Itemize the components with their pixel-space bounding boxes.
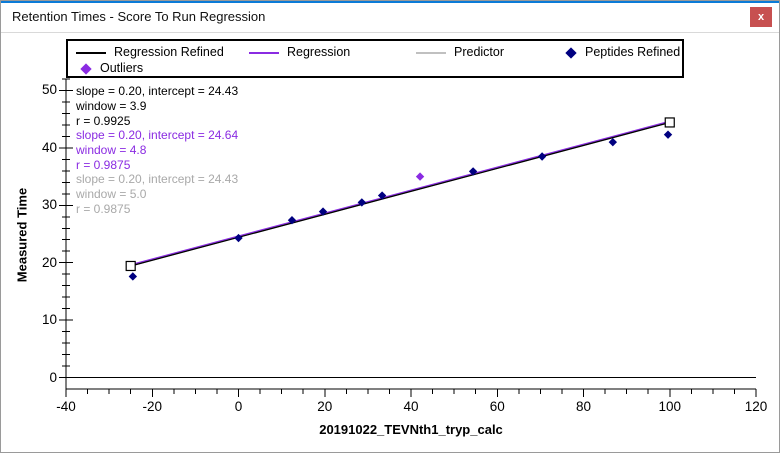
stat-line: slope = 0.20, intercept = 24.64 bbox=[76, 128, 239, 142]
stat-line: window = 3.9 bbox=[76, 99, 147, 113]
chart-canvas[interactable] bbox=[1, 33, 780, 453]
outliers-diamond-icon bbox=[80, 62, 92, 75]
title-bar[interactable]: Retention Times - Score To Run Regressio… bbox=[1, 3, 779, 33]
regression-refined-stats: slope = 0.20, intercept = 24.43 window =… bbox=[76, 84, 238, 129]
legend-item-regression-refined: Regression Refined bbox=[76, 45, 224, 60]
predictor-line-swatch bbox=[416, 51, 446, 54]
window-accent-bar bbox=[1, 1, 779, 3]
stat-line: slope = 0.20, intercept = 24.43 bbox=[76, 84, 239, 98]
close-icon: x bbox=[757, 11, 765, 23]
regression-line-swatch bbox=[249, 51, 279, 54]
legend-item-predictor: Predictor bbox=[416, 45, 504, 60]
peptides-diamond-icon bbox=[565, 46, 577, 59]
window-title: Retention Times - Score To Run Regressio… bbox=[12, 9, 266, 24]
regression-stats: slope = 0.20, intercept = 24.64 window =… bbox=[76, 128, 238, 173]
stat-line: r = 0.9925 bbox=[76, 114, 131, 128]
legend-item-peptides-refined: Peptides Refined bbox=[565, 45, 680, 60]
stat-line: window = 5.0 bbox=[76, 187, 147, 201]
legend-item-regression: Regression bbox=[249, 45, 350, 60]
close-button[interactable]: x bbox=[750, 7, 772, 27]
legend-item-outliers: Outliers bbox=[80, 61, 143, 76]
regression-refined-line-swatch bbox=[76, 51, 106, 54]
predictor-stats: slope = 0.20, intercept = 24.43 window =… bbox=[76, 172, 238, 217]
legend-label: Regression Refined bbox=[114, 45, 224, 59]
legend: Regression Refined Regression Predictor … bbox=[66, 39, 684, 78]
legend-label: Peptides Refined bbox=[585, 45, 681, 59]
y-axis-title: Measured Time bbox=[14, 187, 30, 283]
x-axis-title: 20191022_TEVNth1_tryp_calc bbox=[319, 422, 503, 437]
stat-line: slope = 0.20, intercept = 24.43 bbox=[76, 172, 239, 186]
legend-label: Regression bbox=[287, 45, 351, 59]
stat-line: window = 4.8 bbox=[76, 143, 147, 157]
stat-line: r = 0.9875 bbox=[76, 202, 131, 216]
stat-line: r = 0.9875 bbox=[76, 158, 131, 172]
legend-label: Predictor bbox=[454, 45, 505, 59]
legend-label: Outliers bbox=[100, 61, 144, 75]
chart-pane: Regression Refined Regression Predictor … bbox=[1, 33, 779, 452]
